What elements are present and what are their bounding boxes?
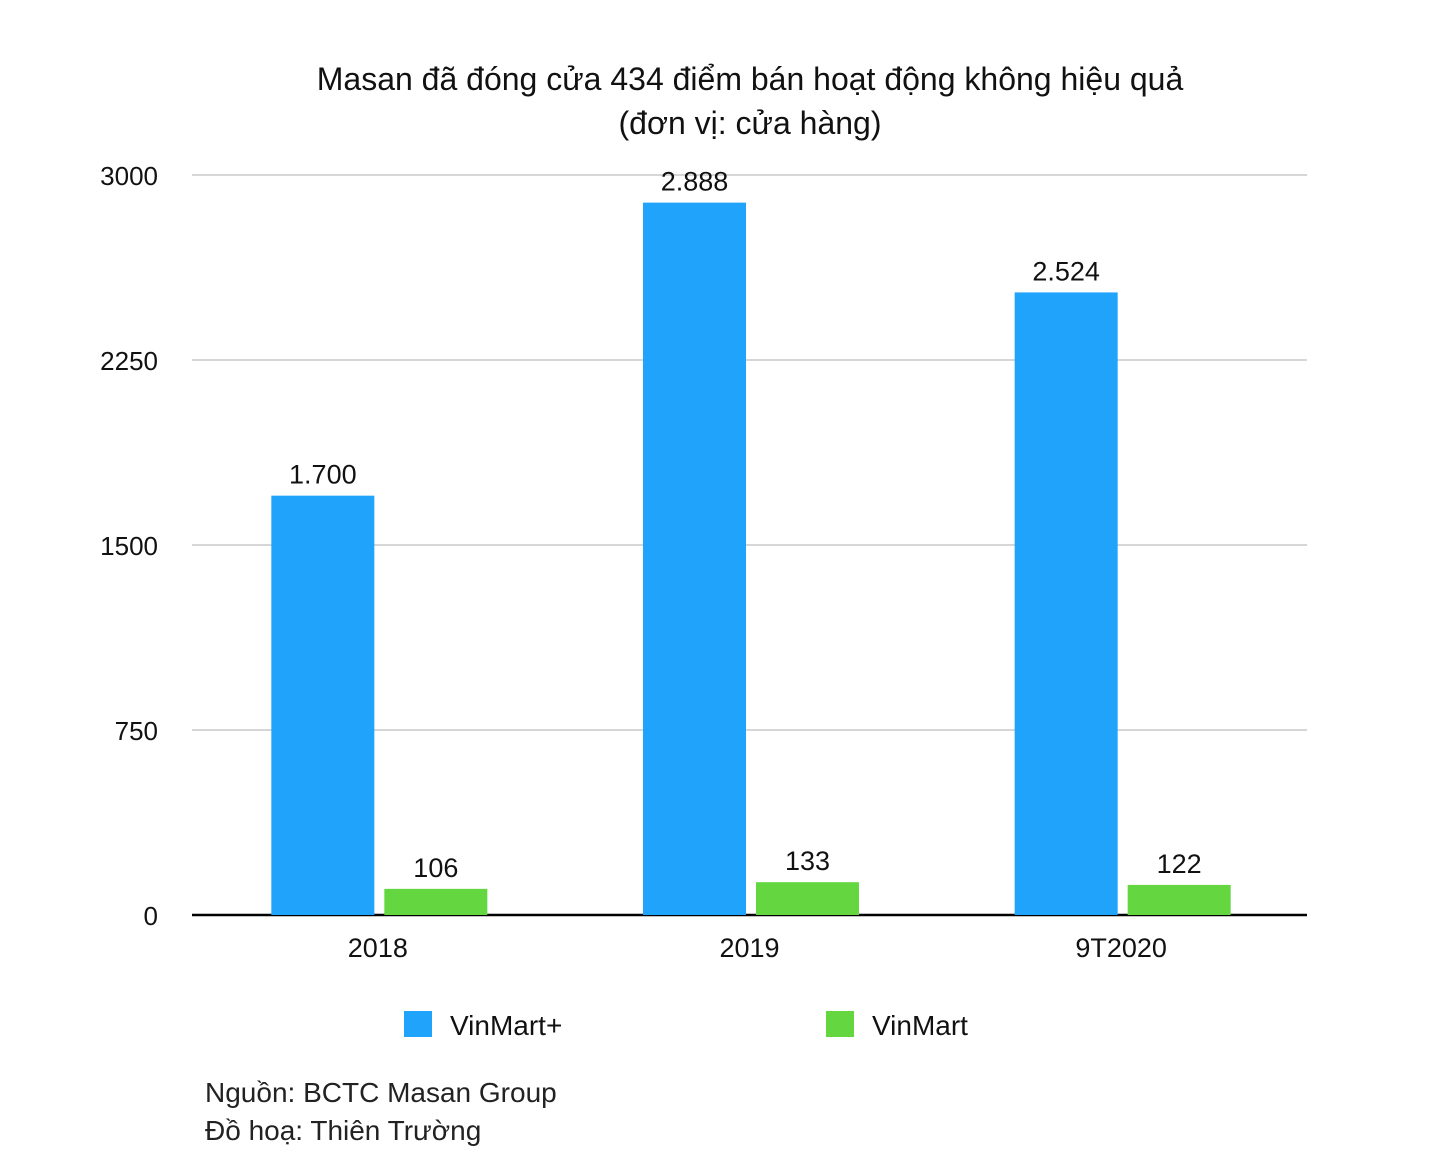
legend-swatch-vinmart [826, 1011, 854, 1037]
x-tick-label-2019: 2019 [719, 933, 779, 963]
y-tick-label-2250: 2250 [100, 346, 158, 376]
legend-label-vinmart: VinMart [872, 1010, 968, 1041]
y-tick-label-750: 750 [115, 716, 158, 746]
bar-vinmart-plus-9T2020 [1014, 292, 1118, 915]
y-tick-label-1500: 1500 [100, 531, 158, 561]
bars [271, 202, 1231, 916]
data-label-vinmart-plus-9T2020: 2.524 [1032, 256, 1100, 286]
gridlines [192, 174, 1307, 917]
credit-note: Đồ hoạ: Thiên Trường [205, 1115, 482, 1146]
legend: VinMart+ VinMart [404, 1010, 968, 1041]
chart-title-line-1: Masan đã đóng cửa 434 điểm bán hoạt động… [317, 61, 1184, 97]
y-axis-ticks: 0 750 1500 2250 3000 [100, 161, 158, 931]
data-label-vinmart-plus-2018: 1.700 [289, 460, 357, 490]
data-label-vinmart-9T2020: 122 [1157, 849, 1202, 879]
bar-vinmart-plus-2019 [643, 202, 746, 916]
data-label-vinmart-plus-2019: 2.888 [661, 167, 729, 197]
data-label-vinmart-2019: 133 [785, 846, 830, 876]
x-axis-ticks: 2018 2019 9T2020 [348, 933, 1167, 963]
legend-label-vinmart-plus: VinMart+ [450, 1010, 562, 1041]
chart-title: Masan đã đóng cửa 434 điểm bán hoạt động… [317, 61, 1184, 141]
data-labels: 1.700 106 2.888 133 2.524 122 [289, 167, 1202, 883]
source-note: Nguồn: BCTC Masan Group [205, 1077, 557, 1108]
x-tick-label-2018: 2018 [348, 933, 408, 963]
x-tick-label-9T2020: 9T2020 [1075, 933, 1167, 963]
bar-vinmart-2019 [756, 882, 859, 915]
bar-vinmart-9T2020 [1127, 884, 1231, 915]
y-tick-label-0: 0 [144, 901, 158, 931]
legend-swatch-vinmart-plus [404, 1011, 432, 1037]
bar-vinmart-plus-2018 [271, 495, 375, 915]
chart-title-line-2: (đơn vị: cửa hàng) [619, 105, 882, 141]
y-tick-label-3000: 3000 [100, 161, 158, 191]
data-label-vinmart-2018: 106 [413, 853, 458, 883]
bar-vinmart-2018 [384, 888, 488, 915]
